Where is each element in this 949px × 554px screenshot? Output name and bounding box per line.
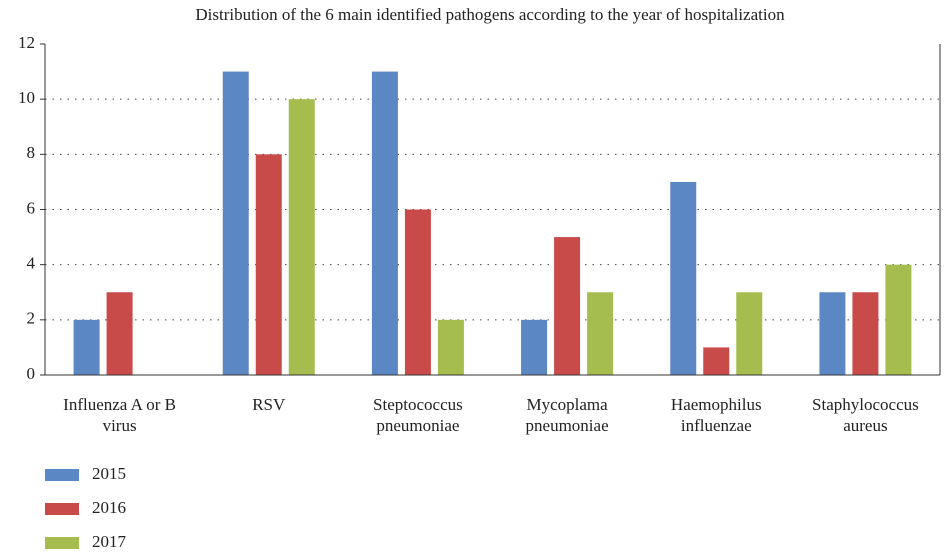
- bar: [437, 319, 464, 375]
- bar: [288, 99, 315, 376]
- bar: [703, 347, 730, 375]
- bar: [521, 319, 548, 375]
- legend-label: 2016: [92, 498, 126, 517]
- y-tick-label: 0: [27, 364, 36, 383]
- legend-swatch: [45, 503, 79, 515]
- bar: [554, 237, 581, 375]
- bar: [736, 292, 763, 375]
- bar: [852, 292, 879, 375]
- bar: [819, 292, 846, 375]
- x-tick-label: Haemophilus influenzae: [670, 395, 762, 435]
- x-tick-label: Mycoplama pneumoniae: [525, 395, 609, 435]
- x-tick-label: Staphylococcus aureus: [812, 395, 919, 435]
- x-tick-label: RSV: [252, 395, 286, 414]
- bar: [885, 264, 912, 375]
- y-tick-label: 6: [27, 198, 36, 217]
- bar: [670, 181, 697, 375]
- y-tick-label: 8: [27, 143, 36, 162]
- bar: [404, 209, 431, 375]
- legend-label: 2015: [92, 464, 126, 483]
- bar: [222, 71, 249, 375]
- x-tick-label: Steptococcus pneumoniae: [373, 395, 463, 435]
- x-tick-label: Influenza A or B virus: [63, 395, 176, 435]
- legend-label: 2017: [92, 532, 127, 551]
- bar: [255, 154, 282, 375]
- y-tick-label: 12: [18, 33, 35, 52]
- chart-title: Distribution of the 6 main identified pa…: [195, 5, 785, 24]
- legend-swatch: [45, 537, 79, 549]
- y-tick-label: 10: [18, 88, 35, 107]
- legend-swatch: [45, 469, 79, 481]
- y-tick-label: 4: [27, 254, 36, 273]
- bar: [106, 292, 133, 375]
- bar: [371, 71, 398, 375]
- y-tick-label: 2: [27, 309, 36, 328]
- bar: [587, 292, 614, 375]
- bar: [73, 319, 100, 375]
